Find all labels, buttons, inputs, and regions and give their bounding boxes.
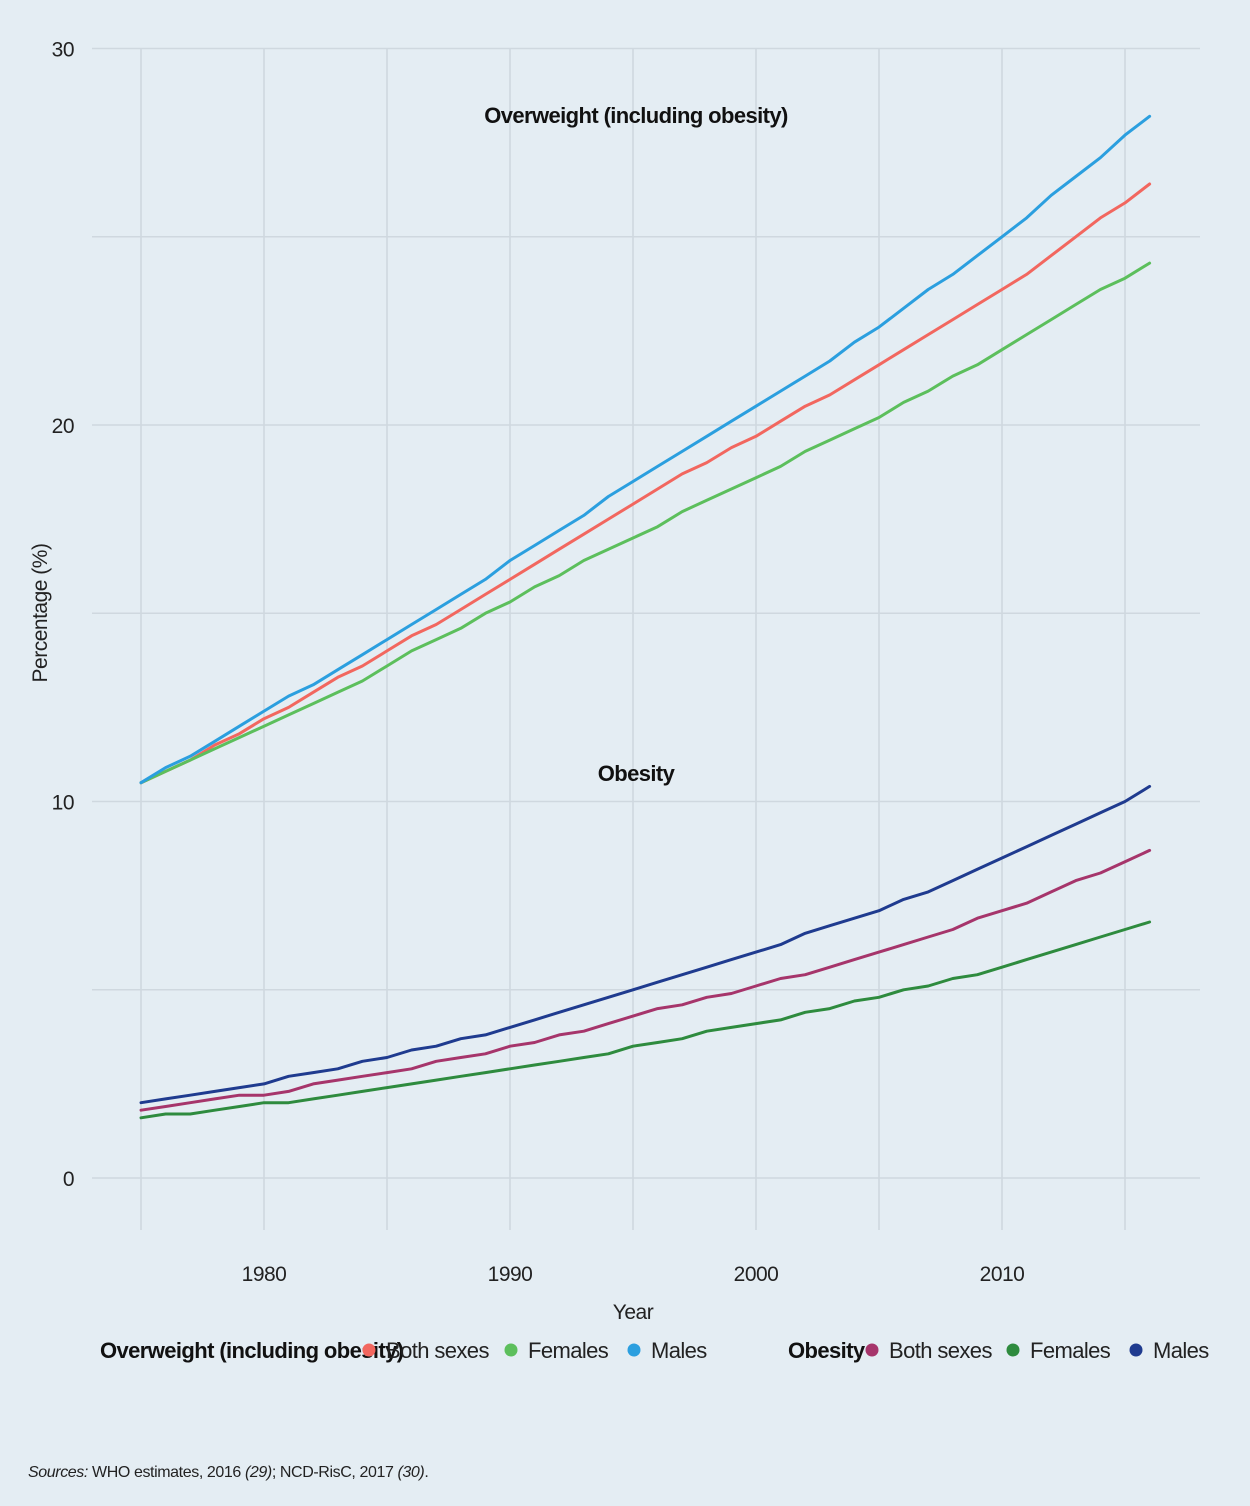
- y-tick-label: 0: [63, 1168, 74, 1191]
- grid: [92, 47, 1200, 1230]
- y-tick-label: 10: [52, 792, 74, 815]
- y-tick-label: 30: [52, 39, 74, 62]
- x-tick-label: 2000: [734, 1263, 779, 1286]
- labels: 0 10 20 30 1980 1990 2000 2010 Percentage (%) Yea…: [29, 39, 1025, 1325]
- series-line-overweight-both-sexes: [139, 182, 1152, 785]
- chart-svg: 0 10 20 30 1980 1990 2000 2010 Percentage (%) Yea…: [29, 39, 1210, 1364]
- legend-label: Both sexes: [386, 1338, 489, 1363]
- legend-swatch: [362, 1343, 376, 1357]
- x-tick-label: 2010: [980, 1263, 1025, 1286]
- legend-swatch: [865, 1343, 879, 1357]
- legend-label: Females: [528, 1338, 609, 1363]
- source-ref-2: (30): [397, 1464, 425, 1481]
- x-axis-title: Year: [613, 1301, 654, 1324]
- legend-title-overweight: Overweight (including obesity): [100, 1338, 404, 1363]
- x-tick-label: 1980: [242, 1263, 287, 1286]
- series-line-obesity-females: [139, 920, 1152, 1120]
- panel-label-overweight: Overweight (including obesity): [484, 103, 788, 128]
- legend-label: Females: [1030, 1338, 1111, 1363]
- legend-label: Males: [651, 1338, 707, 1363]
- source-text-2: ; NCD-RisC, 2017: [271, 1464, 398, 1481]
- legend-label: Both sexes: [889, 1338, 992, 1363]
- series-lines: [139, 114, 1152, 1120]
- legend-swatch: [627, 1343, 641, 1357]
- series-line-overweight-females: [139, 261, 1152, 785]
- x-tick-label: 1990: [488, 1263, 533, 1286]
- source-note: Sources: WHO estimates, 2016 (29); NCD-R…: [28, 1464, 429, 1482]
- legend-title-obesity: Obesity: [788, 1338, 866, 1363]
- legend-swatch: [1129, 1343, 1143, 1357]
- y-axis-title: Percentage (%): [29, 544, 52, 683]
- series-line-obesity-both-sexes: [139, 848, 1152, 1112]
- panel-label-obesity: Obesity: [598, 761, 676, 786]
- source-text-1: WHO estimates, 2016: [87, 1464, 245, 1481]
- source-ref-1: (29): [244, 1464, 272, 1481]
- legend-swatch: [1006, 1343, 1020, 1357]
- y-tick-label: 20: [52, 415, 74, 438]
- series-line-obesity-males: [139, 784, 1152, 1105]
- legend-swatch: [504, 1343, 518, 1357]
- series-line-overweight-males: [139, 114, 1152, 785]
- legend: Overweight (including obesity)Both sexes…: [100, 1338, 1210, 1363]
- source-prefix: Sources:: [28, 1464, 88, 1481]
- source-text-3: .: [424, 1464, 429, 1481]
- legend-label: Males: [1153, 1338, 1209, 1363]
